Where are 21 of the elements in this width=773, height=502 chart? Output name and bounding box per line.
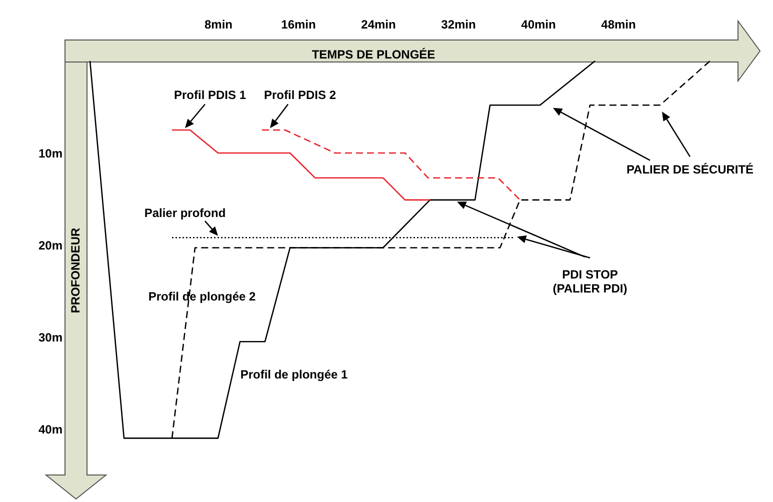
line-series xyxy=(171,129,431,201)
y-tick-label: 20m xyxy=(38,238,62,252)
y-tick-label: 40m xyxy=(38,422,62,436)
x-tick-label: 16min xyxy=(281,18,316,32)
x-tick-label: 48min xyxy=(601,18,636,32)
annotation: PDI STOP (PALIER PDI) xyxy=(552,267,628,296)
x-tick-label: 24min xyxy=(361,18,396,32)
y-tick-label: 30m xyxy=(38,330,62,344)
line-series xyxy=(261,129,521,201)
y-tick-label: 10m xyxy=(38,146,62,160)
text: Profil PDIS 1 xyxy=(174,88,246,102)
x-tick-label: 8min xyxy=(204,18,233,32)
x-tick-label: 32min xyxy=(441,18,476,32)
x-tick-label: 40min xyxy=(521,18,556,32)
annotation: PALIER DE SÉCURITÉ xyxy=(626,162,754,177)
y-axis-title: PROFONDEUR xyxy=(68,228,82,314)
series-label: Palier profond xyxy=(144,206,226,220)
series-label: Profil de plongée 2 xyxy=(148,290,256,304)
x-axis-title: TEMPS DE PLONGÉE xyxy=(312,48,436,62)
text: Profil PDIS 2 xyxy=(264,88,336,102)
series-label: Profil de plongée 1 xyxy=(240,368,348,382)
